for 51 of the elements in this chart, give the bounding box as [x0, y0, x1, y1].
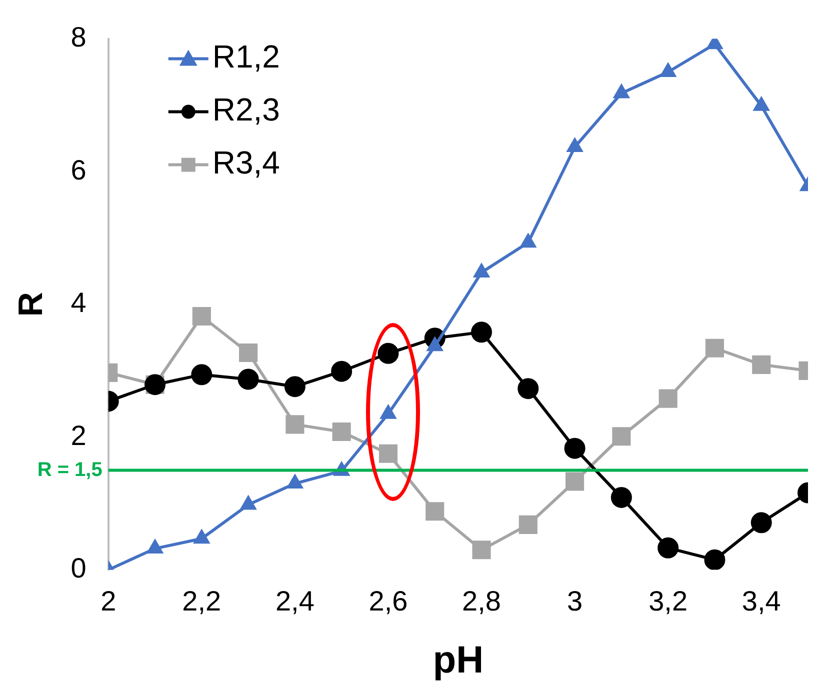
x-tick-label: 2 [100, 585, 116, 616]
legend-label: R3,4 [212, 144, 280, 181]
ref-line-label: R = 1,5 [37, 458, 102, 481]
point [378, 444, 398, 463]
point [754, 97, 769, 111]
point [660, 63, 676, 77]
point [610, 486, 632, 508]
point [284, 376, 306, 398]
point [331, 360, 352, 382]
x-axis-title: pH [432, 640, 484, 682]
x-tick-label: 2,2 [182, 585, 222, 616]
x-tick-label: 2,8 [462, 585, 501, 616]
point [752, 355, 771, 374]
point [567, 138, 582, 152]
y-tick-label: 0 [70, 552, 86, 584]
point [474, 264, 490, 278]
point [707, 38, 722, 50]
y-tick-label: 2 [70, 420, 86, 451]
point [612, 427, 631, 446]
point [239, 343, 258, 362]
point [658, 389, 678, 408]
y-tick-label: 4 [70, 287, 86, 318]
x-tick-label: 3,4 [742, 585, 781, 616]
x-tick-label: 2,6 [368, 585, 408, 616]
point [705, 338, 724, 358]
point [566, 472, 584, 491]
y-tick-label: 8 [70, 22, 86, 53]
point [191, 364, 212, 386]
point [750, 512, 772, 534]
legend-label: R1,2 [212, 38, 280, 75]
point [658, 537, 679, 558]
y-tick-label: 6 [70, 154, 86, 186]
point [378, 342, 399, 364]
legend-label: R2,3 [212, 92, 280, 128]
y-axis-title: R [12, 292, 50, 317]
x-tick-label: 3 [567, 585, 583, 616]
point [564, 438, 586, 459]
point [520, 234, 536, 248]
point [518, 515, 538, 534]
x-tick-label: 2,4 [275, 585, 314, 616]
point [471, 322, 492, 343]
point [614, 84, 629, 98]
point [238, 368, 259, 390]
point [426, 502, 444, 521]
point [286, 415, 304, 434]
point [332, 422, 351, 442]
point [704, 549, 726, 570]
point [472, 540, 491, 560]
point [192, 306, 211, 326]
x-tick-label: 3,2 [648, 585, 688, 616]
point [518, 378, 539, 400]
